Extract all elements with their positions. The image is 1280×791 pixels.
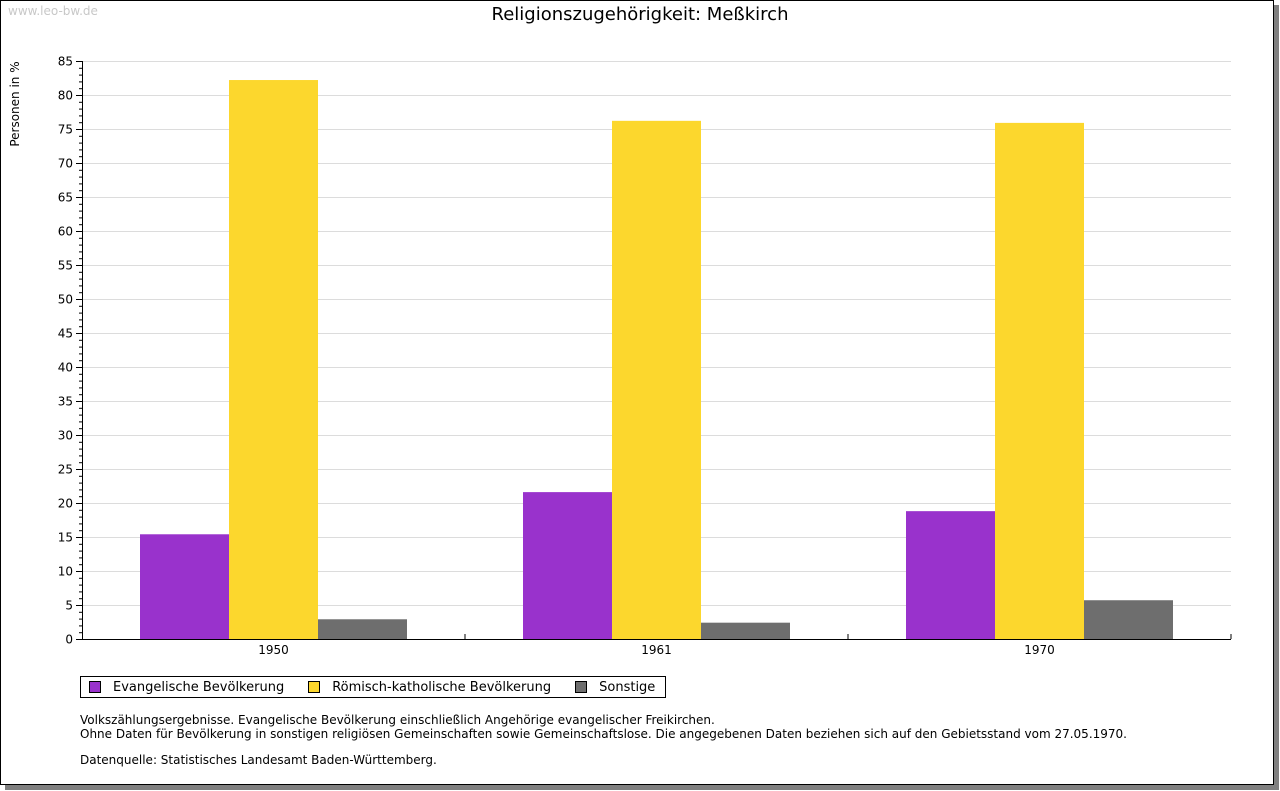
x-tick-label: 1961 (641, 643, 672, 657)
y-tick-label: 30 (58, 429, 73, 443)
y-tick-label: 75 (58, 123, 73, 137)
y-tick-label: 25 (58, 463, 73, 477)
note-line: Ohne Daten für Bevölkerung in sonstigen … (80, 727, 1127, 741)
legend-swatch (89, 681, 101, 693)
y-tick-label: 45 (58, 327, 73, 341)
watermark: www.leo-bw.de (8, 4, 98, 18)
x-tick-label: 1970 (1024, 643, 1055, 657)
y-tick-label: 60 (58, 225, 73, 239)
y-tick-label: 40 (58, 361, 73, 375)
bar-evangelische-1961 (523, 492, 612, 639)
legend-item-sonstige: Sonstige (575, 680, 655, 695)
legend-label: Evangelische Bevölkerung (113, 679, 285, 695)
y-tick-label: 15 (58, 531, 73, 545)
y-tick-label: 5 (65, 599, 73, 613)
y-tick-label: 50 (58, 293, 73, 307)
bar-römisch-katholische-1961 (612, 120, 701, 640)
data-source: Datenquelle: Statistisches Landesamt Bad… (80, 753, 437, 767)
legend-label: Sonstige (599, 679, 656, 695)
chart-title: Religionszugehörigkeit: Meßkirch (491, 4, 789, 25)
bar-evangelische-1950 (140, 534, 229, 639)
y-tick-label: 20 (58, 497, 73, 511)
legend-item-katholisch: Römisch-katholische Bevölkerung (308, 680, 551, 695)
legend: Evangelische Bevölkerung Römisch-katholi… (80, 676, 667, 698)
y-tick-label: 70 (58, 157, 73, 171)
y-tick-label: 55 (58, 259, 73, 273)
bar-sonstige-1950 (318, 619, 407, 639)
bar-sonstige-1961 (701, 622, 790, 639)
legend-item-evangelisch: Evangelische Bevölkerung (89, 680, 284, 695)
plot-area: 0 5 10 15 20 25 30 35 40 45 50 55 60 65 70 75 80 85 1950 19… (58, 55, 1232, 657)
legend-label: Römisch-katholische Bevölkerung (332, 679, 552, 695)
bar-sonstige-1970 (1084, 600, 1173, 639)
y-tick-label: 65 (58, 191, 73, 205)
chart-notes: Volkszählungsergebnisse. Evangelische Be… (80, 713, 1127, 741)
note-line: Volkszählungsergebnisse. Evangelische Be… (80, 713, 715, 727)
y-tick-label: 0 (65, 633, 73, 647)
x-tick-label: 1950 (258, 643, 289, 657)
bar-römisch-katholische-1970 (995, 122, 1084, 639)
y-tick-label: 10 (58, 565, 73, 579)
bar-evangelische-1970 (906, 511, 995, 639)
legend-swatch (308, 681, 321, 693)
y-tick-label: 35 (58, 395, 73, 409)
y-tick-label: 85 (58, 55, 73, 69)
bar-römisch-katholische-1950 (229, 80, 318, 640)
legend-swatch (575, 681, 588, 693)
y-tick-label: 80 (58, 89, 73, 103)
